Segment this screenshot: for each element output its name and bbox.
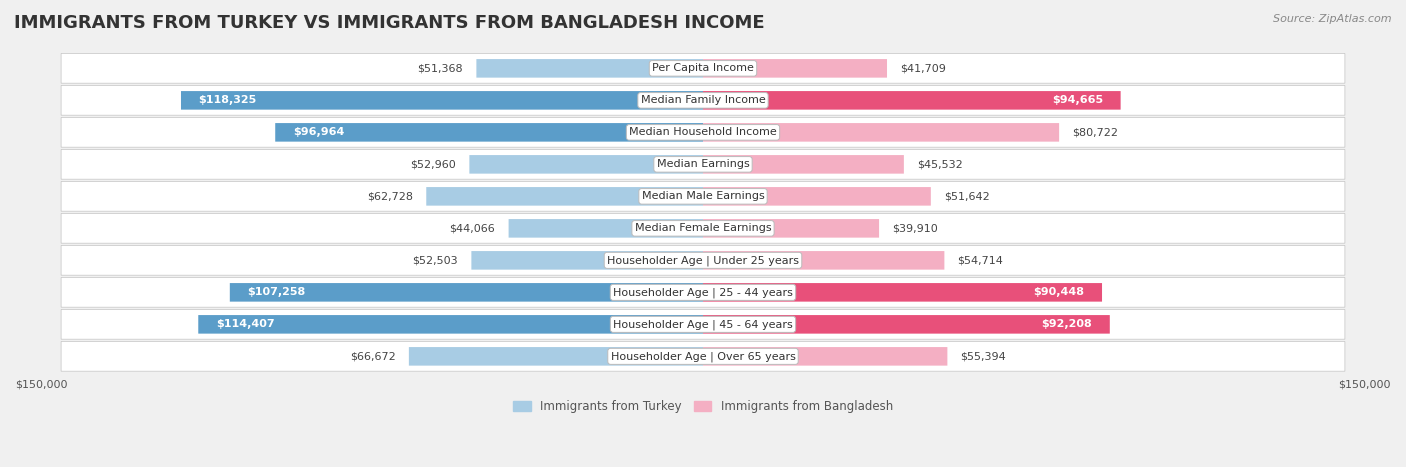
- FancyBboxPatch shape: [703, 123, 1059, 142]
- Text: $52,960: $52,960: [411, 159, 456, 170]
- FancyBboxPatch shape: [703, 347, 948, 366]
- Text: $66,672: $66,672: [350, 351, 395, 361]
- FancyBboxPatch shape: [60, 182, 1346, 211]
- FancyBboxPatch shape: [703, 155, 904, 174]
- FancyBboxPatch shape: [471, 251, 703, 269]
- FancyBboxPatch shape: [703, 219, 879, 238]
- Text: Median Family Income: Median Family Income: [641, 95, 765, 106]
- Text: $96,964: $96,964: [292, 127, 344, 137]
- Text: $92,208: $92,208: [1042, 319, 1092, 329]
- Text: $41,709: $41,709: [900, 64, 946, 73]
- FancyBboxPatch shape: [703, 59, 887, 78]
- FancyBboxPatch shape: [409, 347, 703, 366]
- Text: $55,394: $55,394: [960, 351, 1007, 361]
- Text: Median Earnings: Median Earnings: [657, 159, 749, 170]
- FancyBboxPatch shape: [181, 91, 703, 110]
- FancyBboxPatch shape: [470, 155, 703, 174]
- FancyBboxPatch shape: [60, 277, 1346, 307]
- Text: $44,066: $44,066: [450, 223, 495, 234]
- Text: Householder Age | 45 - 64 years: Householder Age | 45 - 64 years: [613, 319, 793, 330]
- FancyBboxPatch shape: [60, 246, 1346, 275]
- FancyBboxPatch shape: [60, 341, 1346, 371]
- Text: $80,722: $80,722: [1073, 127, 1118, 137]
- FancyBboxPatch shape: [703, 251, 945, 269]
- Text: Householder Age | Over 65 years: Householder Age | Over 65 years: [610, 351, 796, 361]
- FancyBboxPatch shape: [60, 310, 1346, 339]
- Text: $90,448: $90,448: [1033, 287, 1084, 297]
- Text: $51,642: $51,642: [943, 191, 990, 201]
- Text: $51,368: $51,368: [418, 64, 463, 73]
- FancyBboxPatch shape: [60, 213, 1346, 243]
- FancyBboxPatch shape: [60, 149, 1346, 179]
- Text: $54,714: $54,714: [957, 255, 1004, 265]
- Text: $114,407: $114,407: [217, 319, 274, 329]
- FancyBboxPatch shape: [60, 118, 1346, 147]
- Text: Median Household Income: Median Household Income: [628, 127, 778, 137]
- Text: Per Capita Income: Per Capita Income: [652, 64, 754, 73]
- FancyBboxPatch shape: [60, 54, 1346, 83]
- FancyBboxPatch shape: [60, 85, 1346, 115]
- FancyBboxPatch shape: [477, 59, 703, 78]
- Text: $107,258: $107,258: [247, 287, 305, 297]
- Text: Householder Age | Under 25 years: Householder Age | Under 25 years: [607, 255, 799, 266]
- FancyBboxPatch shape: [703, 91, 1121, 110]
- Text: $62,728: $62,728: [367, 191, 413, 201]
- FancyBboxPatch shape: [229, 283, 703, 302]
- FancyBboxPatch shape: [703, 283, 1102, 302]
- FancyBboxPatch shape: [703, 187, 931, 205]
- Text: $52,503: $52,503: [412, 255, 458, 265]
- Text: Source: ZipAtlas.com: Source: ZipAtlas.com: [1274, 14, 1392, 24]
- FancyBboxPatch shape: [426, 187, 703, 205]
- Text: Householder Age | 25 - 44 years: Householder Age | 25 - 44 years: [613, 287, 793, 297]
- Text: $39,910: $39,910: [893, 223, 938, 234]
- Text: $94,665: $94,665: [1052, 95, 1102, 106]
- Text: $45,532: $45,532: [917, 159, 963, 170]
- FancyBboxPatch shape: [276, 123, 703, 142]
- Text: Median Male Earnings: Median Male Earnings: [641, 191, 765, 201]
- FancyBboxPatch shape: [509, 219, 703, 238]
- FancyBboxPatch shape: [198, 315, 703, 333]
- Legend: Immigrants from Turkey, Immigrants from Bangladesh: Immigrants from Turkey, Immigrants from …: [509, 395, 897, 417]
- Text: IMMIGRANTS FROM TURKEY VS IMMIGRANTS FROM BANGLADESH INCOME: IMMIGRANTS FROM TURKEY VS IMMIGRANTS FRO…: [14, 14, 765, 32]
- FancyBboxPatch shape: [703, 315, 1109, 333]
- Text: Median Female Earnings: Median Female Earnings: [634, 223, 772, 234]
- Text: $118,325: $118,325: [198, 95, 257, 106]
